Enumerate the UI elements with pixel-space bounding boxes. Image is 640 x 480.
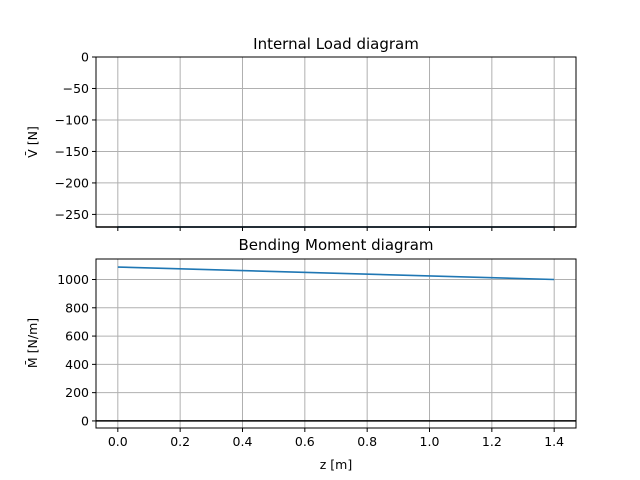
moment-y-tick-label: 0: [81, 413, 89, 428]
moment-x-tick-label: 0.0: [108, 434, 128, 449]
moment-y-tick-label: 1000: [57, 272, 89, 287]
shear-y-axis-label: V̄ [N]: [25, 126, 40, 158]
shear-chart-title: Internal Load diagram: [253, 35, 419, 53]
shear-y-tick-label: 0: [81, 50, 89, 65]
moment-y-tick-label: 600: [65, 329, 89, 344]
shear-y-tick-label: −150: [55, 144, 89, 159]
moment-y-tick-label: 800: [65, 300, 89, 315]
shear-load-panel: Internal Load diagram V̄ [N] 0 −50 −100 −15…: [25, 35, 577, 231]
moment-x-tick-label: 1.0: [420, 434, 440, 449]
moment-x-tick-label: 0.6: [295, 434, 315, 449]
moment-gridlines: [96, 259, 576, 428]
moment-x-tick-label: 0.2: [170, 434, 190, 449]
moment-y-tick-label: 200: [65, 385, 89, 400]
bending-moment-panel: Bending Moment diagram M̄ [N/m] z [m] 0.…: [25, 236, 577, 472]
shear-y-tick-label: −50: [63, 81, 89, 96]
shear-y-tick-label: −250: [55, 207, 89, 222]
x-axis-label: z [m]: [320, 457, 352, 472]
shear-y-tick-label: −100: [55, 112, 89, 127]
shear-axes-frame: [95, 56, 577, 228]
moment-x-tick-label: 1.2: [482, 434, 502, 449]
shear-y-tick-label: −200: [55, 175, 89, 190]
shear-gridlines: [96, 56, 576, 227]
moment-y-tick-label: 400: [65, 357, 89, 372]
moment-chart-title: Bending Moment diagram: [239, 236, 434, 254]
moment-x-tick-label: 0.8: [357, 434, 377, 449]
moment-series-line: [117, 266, 555, 281]
moment-x-tick-label: 0.4: [233, 434, 253, 449]
moment-x-tick-label: 1.4: [544, 434, 564, 449]
moment-axes-frame: [95, 258, 577, 429]
moment-y-axis-label: M̄ [N/m]: [25, 318, 40, 368]
